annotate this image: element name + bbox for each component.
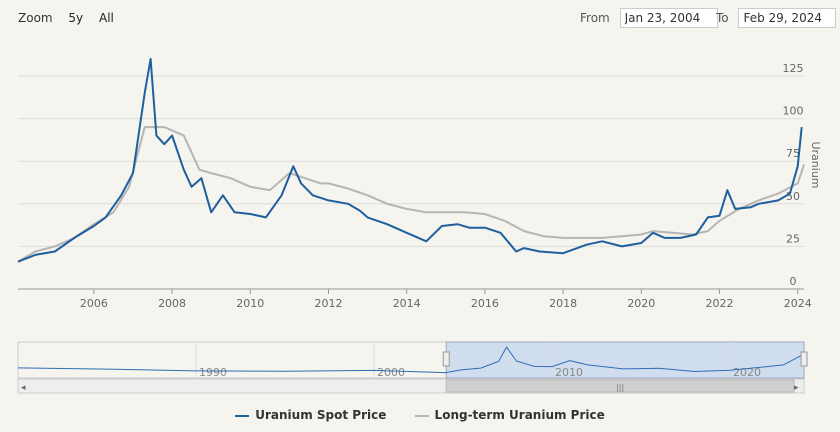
zoom-5y-button[interactable]: 5y (68, 11, 84, 25)
y-tick-label: 125 (783, 62, 804, 75)
x-tick-label: 2018 (549, 297, 577, 310)
range-from: From (580, 8, 718, 28)
x-tick-label: 2014 (393, 297, 421, 310)
scroll-right-arrow-icon[interactable]: ▸ (794, 383, 799, 393)
to-label: To (716, 11, 729, 25)
scroll-left-arrow-icon[interactable]: ◂ (21, 383, 26, 393)
to-date-input[interactable] (738, 8, 837, 28)
navigator-line (17, 346, 802, 374)
y-tick-label: 50 (786, 190, 800, 203)
navigator-ticks: 1990 2000 2010 2020 (195, 342, 761, 379)
navigator-handle-right[interactable] (800, 351, 808, 367)
zoom-label: Zoom (18, 11, 53, 25)
y-tick-label: 25 (786, 232, 800, 245)
x-tick-label: 2008 (158, 297, 186, 310)
scrollbar-grip-icon: ||| (616, 383, 624, 392)
legend-label-spot: Uranium Spot Price (255, 408, 387, 422)
legend: Uranium Spot Price Long-term Uranium Pri… (0, 408, 840, 422)
y-axis-ticks: 0 25 50 75 100 125 (783, 62, 804, 288)
zoom-controls: Zoom 5y All (18, 11, 126, 25)
legend-label-longterm: Long-term Uranium Price (434, 408, 605, 422)
y-tick-label: 0 (790, 275, 797, 288)
x-tick-label: 2024 (784, 297, 812, 310)
grid-lines (18, 75, 804, 247)
from-date-input[interactable] (619, 8, 718, 28)
x-tick-label: 2010 (236, 297, 264, 310)
x-tick-label: 2006 (80, 297, 108, 310)
series-lines[interactable] (17, 58, 805, 263)
series-line[interactable] (17, 58, 803, 263)
scrollbar-thumb[interactable] (445, 379, 795, 393)
x-tick-label: 2022 (706, 297, 734, 310)
y-axis-label: Uranium (809, 141, 822, 188)
from-label: From (580, 11, 610, 25)
legend-item-longterm[interactable]: Long-term Uranium Price (414, 408, 605, 422)
y-tick-label: 75 (786, 147, 800, 160)
legend-swatch-spot (235, 414, 250, 417)
navigator-tick-label: 1990 (199, 366, 227, 379)
y-tick-label: 100 (783, 105, 804, 118)
x-tick-label: 2016 (471, 297, 499, 310)
range-to: To (716, 8, 837, 28)
x-axis-ticks: 2006 2008 2010 2012 2014 2016 2018 2020 2022 2024 (80, 289, 812, 310)
navigator-handle-left[interactable] (442, 351, 450, 367)
legend-item-spot[interactable]: Uranium Spot Price (235, 408, 386, 422)
navigator-tick-label: 2000 (377, 366, 405, 379)
zoom-all-button[interactable]: All (99, 11, 114, 25)
navigator-tick-label: 2010 (555, 366, 583, 379)
legend-swatch-longterm (414, 414, 429, 417)
x-tick-label: 2020 (627, 297, 655, 310)
series-line[interactable] (17, 126, 805, 263)
x-tick-label: 2012 (314, 297, 342, 310)
